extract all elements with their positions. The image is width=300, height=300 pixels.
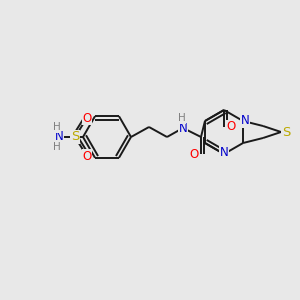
Text: S: S	[282, 125, 290, 139]
Text: N: N	[178, 122, 188, 134]
Text: H: H	[53, 142, 61, 152]
Text: H: H	[53, 122, 61, 132]
Text: O: O	[82, 112, 91, 124]
Text: N: N	[220, 146, 228, 160]
Text: O: O	[82, 149, 91, 163]
Text: O: O	[226, 121, 236, 134]
Text: N: N	[241, 115, 249, 128]
Text: O: O	[189, 148, 199, 160]
Text: H: H	[178, 113, 186, 123]
Text: N: N	[55, 130, 63, 143]
Text: S: S	[71, 130, 79, 143]
